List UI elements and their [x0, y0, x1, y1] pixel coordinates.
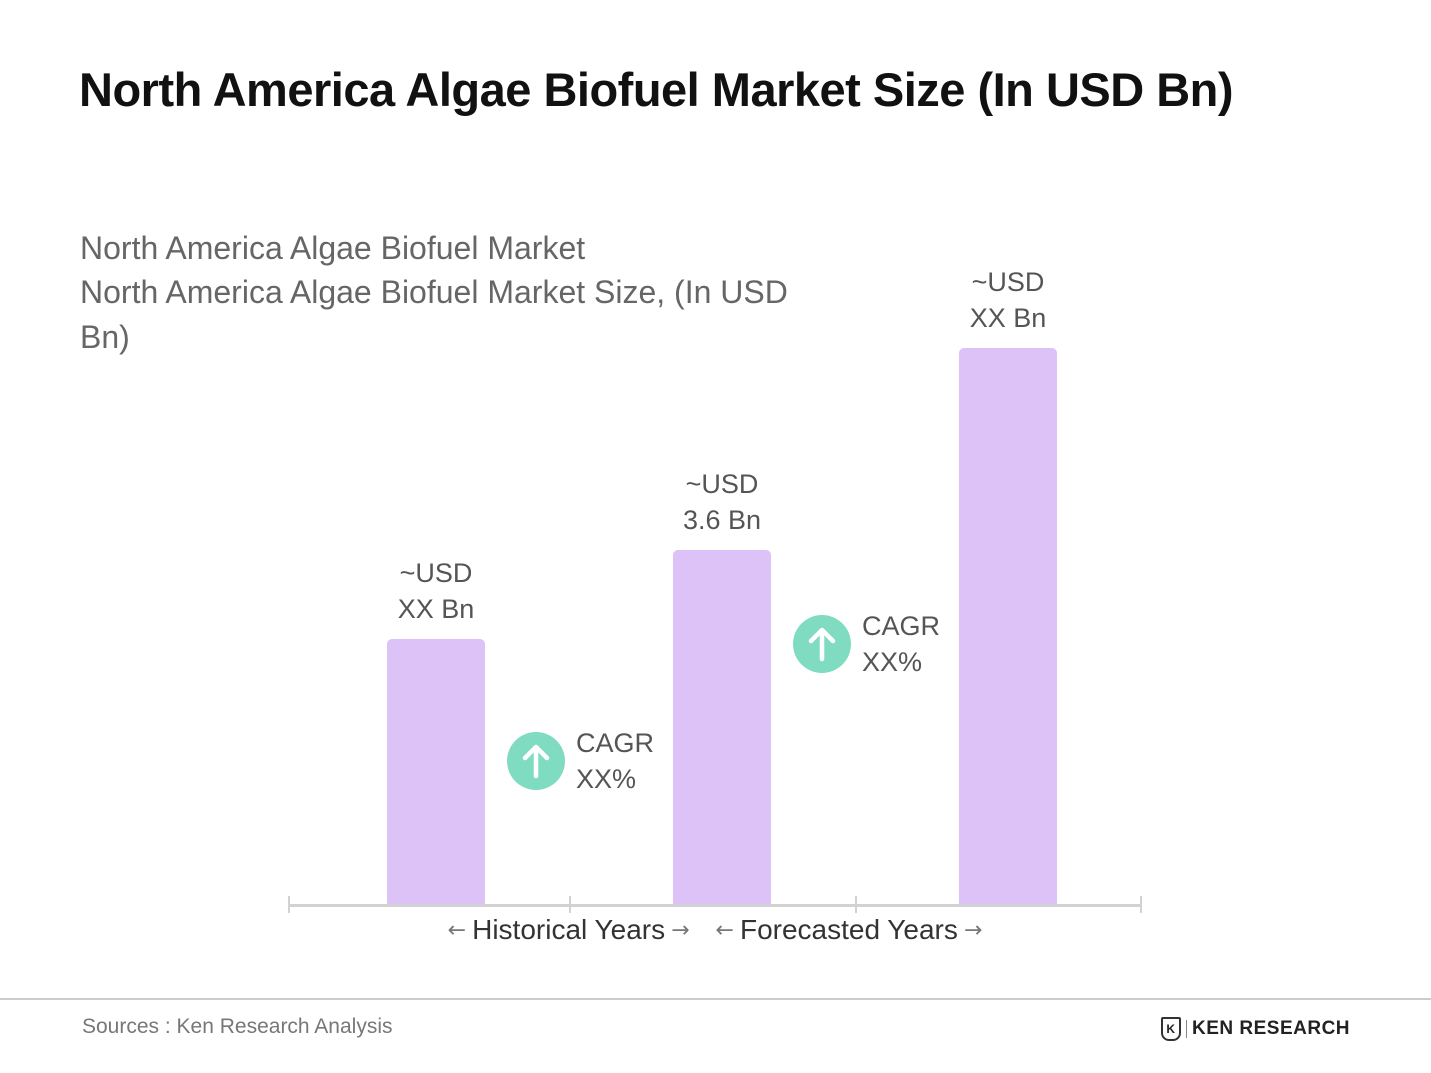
period-forecast: ← Forecasted Years →	[716, 914, 983, 946]
axis-tick	[1140, 896, 1142, 913]
bar	[673, 550, 771, 905]
logo-text: KEN RESEARCH	[1192, 1018, 1351, 1039]
logo-k-icon: K	[1161, 1017, 1181, 1041]
arrow-right-icon: →	[963, 917, 983, 943]
data-label-line: XX Bn	[969, 302, 1047, 333]
data-label: ~USD XX Bn	[928, 264, 1088, 336]
data-label-line: ~USD	[971, 266, 1045, 297]
page-title: North America Algae Biofuel Market Size …	[79, 63, 1234, 116]
source-note: Sources : Ken Research Analysis	[82, 1015, 393, 1038]
arrow-up-icon	[793, 615, 851, 673]
period-label: Historical Years	[472, 914, 666, 945]
data-label-line: ~USD	[399, 557, 473, 588]
arrow-up-icon	[507, 732, 565, 790]
logo-separator	[1186, 1020, 1187, 1038]
cagr-label: CAGR	[862, 611, 941, 641]
ken-research-logo: K KEN RESEARCH	[1161, 1017, 1350, 1041]
cagr-label: CAGR	[576, 728, 655, 758]
axis-tick	[288, 896, 290, 913]
period-label: Forecasted Years	[739, 914, 958, 945]
data-label: ~USD 3.6 Bn	[642, 466, 802, 538]
axis-tick	[569, 896, 571, 913]
data-label-line: ~USD	[685, 469, 759, 500]
cagr-value: XX%	[862, 647, 923, 677]
arrow-right-icon: →	[671, 917, 690, 943]
bar	[387, 638, 485, 905]
cagr-forecast: CAGR XX%	[793, 608, 940, 680]
bar	[959, 347, 1057, 905]
x-axis	[289, 904, 1141, 907]
chart-subtitle: North America Algae Biofuel Market North…	[80, 226, 860, 360]
data-label: ~USD XX Bn	[356, 555, 516, 627]
subtitle-line: Bn)	[80, 319, 130, 355]
period-labels: ← Historical Years → ← Forecasted Years …	[289, 914, 1141, 946]
subtitle-line: North America Algae Biofuel Market	[80, 230, 586, 266]
data-label-line: XX Bn	[397, 593, 475, 624]
cagr-historical: CAGR XX%	[507, 725, 654, 797]
period-historical: ← Historical Years →	[448, 914, 690, 946]
footer-divider	[0, 998, 1431, 1000]
arrow-left-icon: ←	[715, 917, 734, 943]
subtitle-line: North America Algae Biofuel Market Size,…	[80, 274, 788, 310]
cagr-value: XX%	[576, 764, 637, 794]
axis-tick	[855, 896, 857, 913]
data-label-line: 3.6 Bn	[682, 505, 762, 536]
arrow-left-icon: ←	[447, 917, 467, 943]
